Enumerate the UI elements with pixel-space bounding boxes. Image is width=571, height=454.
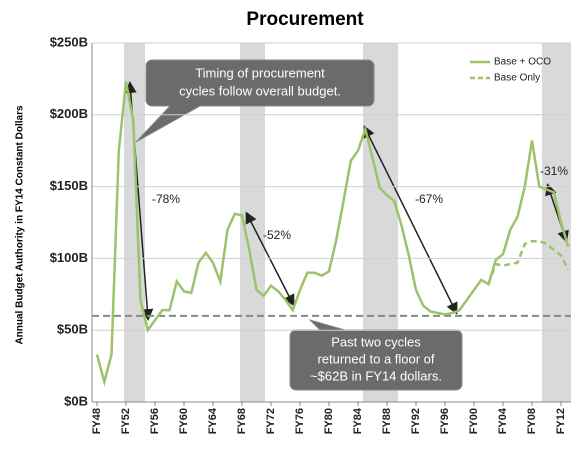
- arrows: [124, 81, 569, 321]
- x-tick-label: FY96: [439, 408, 451, 434]
- chart-title: Procurement: [246, 9, 364, 30]
- x-tick-label: FY48: [91, 408, 103, 434]
- y-tick-label: $0B: [64, 393, 88, 408]
- callout-text: returned to a floor of: [317, 351, 434, 366]
- callout-text: Past two cycles: [331, 334, 421, 349]
- x-tick-label: FY08: [526, 408, 538, 434]
- x-tick-label: FY00: [468, 408, 480, 434]
- y-tick-label: $150B: [50, 178, 88, 193]
- x-tick-label: FY12: [555, 408, 567, 434]
- x-tick-label: FY88: [381, 408, 393, 434]
- legend-label: Base + OCO: [494, 57, 551, 68]
- drop-label: -67%: [415, 192, 443, 206]
- callout-box: [135, 59, 375, 143]
- y-tick-label: $50B: [57, 322, 88, 337]
- drop-label: -31%: [540, 164, 568, 178]
- y-axis-label: Annual Budget Authority in FY14 Constant…: [15, 105, 26, 345]
- y-tick-label: $250B: [50, 34, 88, 49]
- arrow: [363, 125, 458, 315]
- x-tick-label: FY84: [352, 407, 364, 434]
- x-tick-label: FY04: [497, 407, 509, 434]
- callout-text: ~$62B in FY14 dollars.: [310, 368, 442, 383]
- legend-label: Base Only: [494, 73, 540, 84]
- x-tick-label: FY52: [120, 408, 132, 434]
- x-tick-label: FY72: [265, 408, 277, 434]
- x-tick-label: FY76: [294, 408, 306, 434]
- x-tick-label: FY56: [149, 408, 161, 434]
- x-tick-label: FY68: [236, 408, 248, 434]
- drop-label: -78%: [152, 192, 180, 206]
- drop-label: -52%: [263, 228, 291, 242]
- arrow: [245, 211, 295, 307]
- callout-text: cycles follow overall budget.: [179, 83, 341, 98]
- callouts: [135, 59, 463, 391]
- y-tick-label: $100B: [50, 250, 88, 265]
- shaded-band: [542, 43, 571, 402]
- y-tick-label: $200B: [50, 106, 88, 121]
- x-tick-label: FY64: [207, 407, 219, 434]
- x-tick-label: FY60: [178, 408, 190, 434]
- shaded-band: [124, 43, 145, 402]
- callout-text: Timing of procurement: [195, 65, 325, 80]
- x-tick-label: FY80: [323, 408, 335, 434]
- x-tick-label: FY92: [410, 408, 422, 434]
